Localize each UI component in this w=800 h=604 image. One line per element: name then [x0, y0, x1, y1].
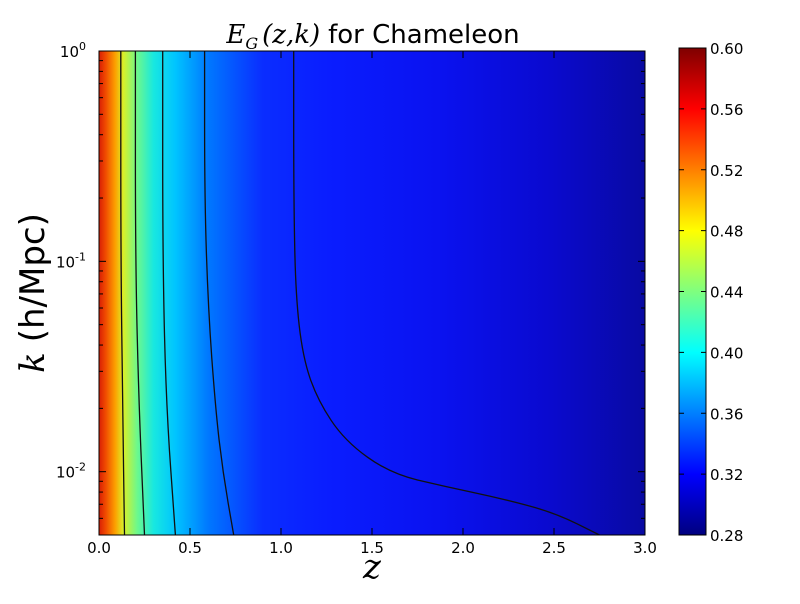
colorbar-tick-label: 0.36: [710, 405, 743, 423]
x-tick-label: 1.5: [360, 539, 384, 557]
x-tick-label: 0.0: [87, 539, 111, 557]
x-axis-ticks: 0.0 0.5 1.0 1.5 2.0 2.5 3.0: [87, 51, 657, 557]
colorbar-tick-label: 0.32: [710, 466, 743, 484]
y-tick-label: 100: [60, 40, 86, 61]
x-axis-label: z: [362, 547, 382, 587]
x-tick-label: 2.5: [542, 539, 566, 557]
plot-area: [99, 51, 645, 535]
y-axis-ticks: 10-2 10-1 100: [56, 40, 645, 536]
x-tick-label: 0.5: [178, 539, 202, 557]
contour-line-1: [120, 51, 126, 535]
y-tick-label: 10-2: [56, 461, 86, 482]
colorbar-ticks: 0.28 0.32 0.36 0.40 0.44 0.48 0.52 0.56 0.60: [679, 40, 743, 545]
contour-line-5: [293, 51, 600, 535]
contour-line-3: [162, 51, 177, 535]
contour-lines: [120, 51, 600, 535]
colorbar-tick-label: 0.56: [710, 101, 743, 119]
y-axis-label: k(h/Mpc): [13, 213, 53, 373]
contour-line-2: [134, 51, 146, 535]
contour-line-4: [203, 51, 235, 535]
x-tick-label: 1.0: [269, 539, 293, 557]
colorbar-tick-label: 0.52: [710, 162, 743, 180]
y-tick-label: 10-1: [56, 250, 86, 271]
colorbar-tick-label: 0.28: [710, 527, 743, 545]
colorbar: 0.28 0.32 0.36 0.40 0.44 0.48 0.52 0.56 0.60: [678, 40, 743, 545]
colorbar-tick-label: 0.44: [710, 284, 743, 302]
heatmap-field: [99, 51, 645, 535]
chart-title: EG (z,k) for Chameleon: [225, 20, 519, 53]
colorbar-tick-label: 0.60: [710, 40, 743, 58]
x-tick-label: 3.0: [633, 539, 657, 557]
colorbar-tick-label: 0.48: [710, 223, 743, 241]
colorbar-tick-label: 0.40: [710, 344, 743, 362]
x-tick-label: 2.0: [451, 539, 475, 557]
